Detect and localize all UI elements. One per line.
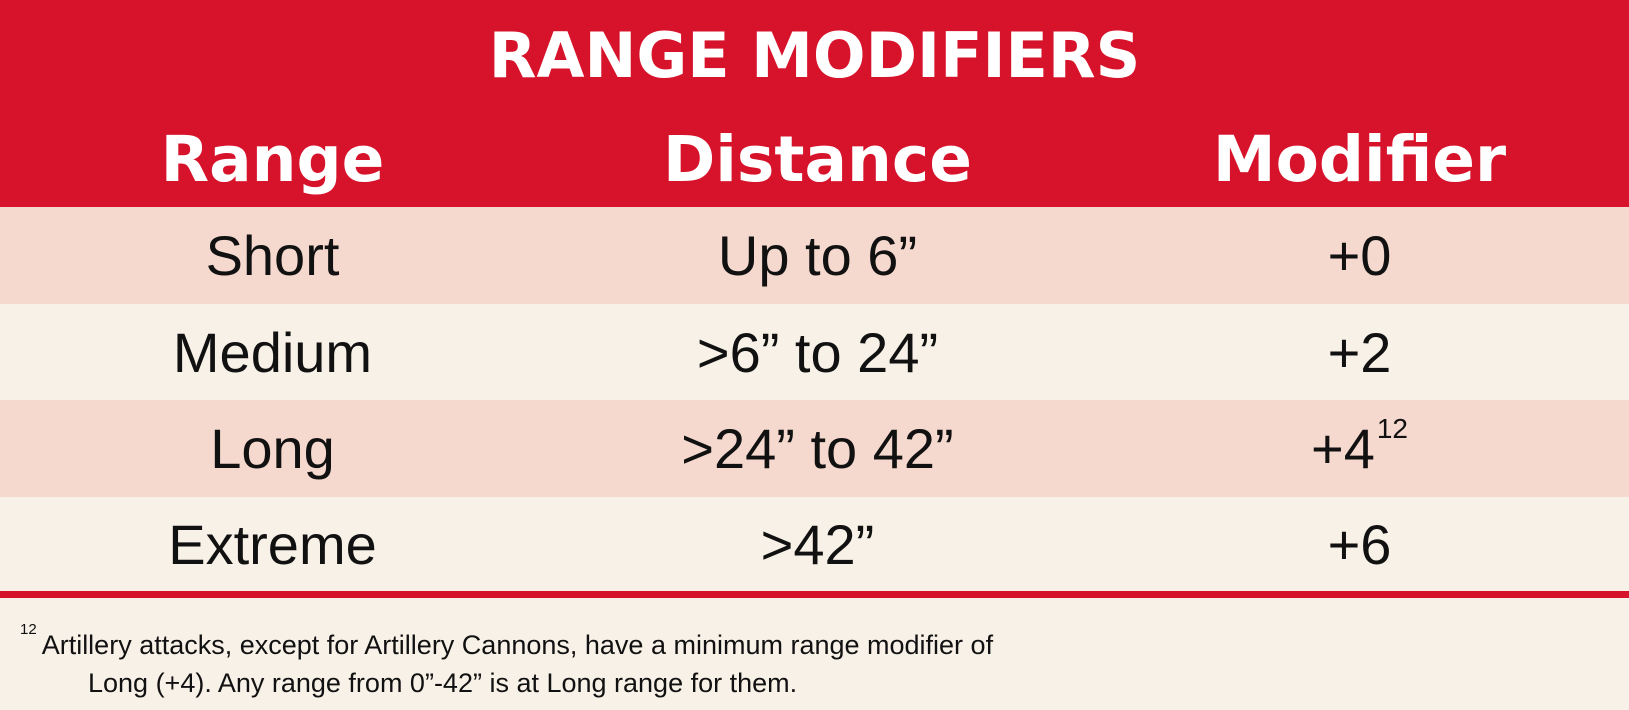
modifier-cell: +0 [1327, 224, 1392, 287]
footnote: 12Artillery attacks, except for Artiller… [20, 621, 1020, 702]
footnote-line-2: Long (+4). Any range from 0”-42” is at L… [88, 668, 798, 698]
distance-cell: Up to 6” [717, 224, 918, 287]
table-row-extreme: Extreme >42” +6 [0, 497, 1629, 591]
table-title: RANGE MODIFIERS [488, 19, 1141, 92]
range-cell: Long [210, 417, 335, 480]
modifier-cell: +2 [1327, 320, 1392, 384]
column-header-modifier: Modifier [1212, 123, 1507, 196]
modifier-cell: +6 [1327, 512, 1392, 576]
footnote-line-1: 12Artillery attacks, except for Artiller… [20, 621, 1020, 664]
footnote-marker: 12 [20, 621, 37, 638]
footnote-reference: 12 [1376, 412, 1408, 444]
table-row-short: Short Up to 6” +0 [0, 207, 1629, 304]
table-row-long: Long >24” to 42” +4 12 [0, 400, 1629, 497]
range-cell: Extreme [168, 512, 377, 576]
range-cell: Medium [172, 320, 373, 384]
column-header-range: Range [160, 123, 385, 196]
distance-cell: >24” to 42” [681, 417, 954, 480]
modifier-cell-with-note: +4 12 [1090, 400, 1629, 497]
distance-cell: >42” [760, 512, 875, 576]
table-bottom-rule [0, 591, 1629, 598]
table-row-medium: Medium >6” to 24” +2 [0, 304, 1629, 400]
footnote-text-1: Artillery attacks, except for Artillery … [41, 630, 994, 660]
distance-cell: >6” to 24” [696, 320, 939, 384]
range-cell: Short [205, 224, 340, 287]
modifier-value: +4 [1310, 417, 1375, 480]
table-header: RANGE MODIFIERS Range Distance Modifier [0, 0, 1629, 207]
column-header-distance: Distance [663, 123, 972, 196]
